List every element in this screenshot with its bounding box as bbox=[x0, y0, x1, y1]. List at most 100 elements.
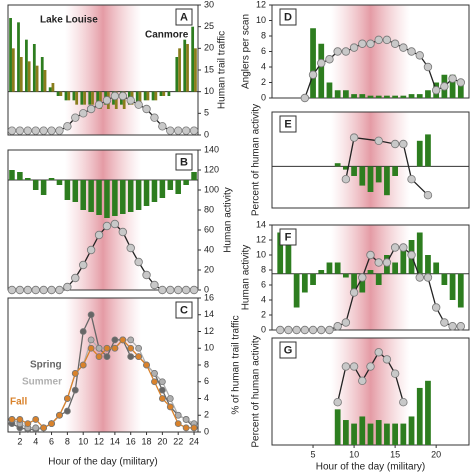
y-axis-label: Anglers per scan bbox=[241, 14, 252, 89]
point bbox=[415, 273, 424, 282]
x-tick-label: 20 bbox=[157, 436, 167, 446]
point bbox=[174, 285, 183, 295]
point bbox=[317, 58, 326, 68]
bar bbox=[186, 44, 189, 92]
bar bbox=[359, 273, 366, 293]
point bbox=[308, 325, 318, 335]
x-tick-label: 22 bbox=[173, 436, 183, 446]
bar bbox=[293, 273, 300, 308]
bar bbox=[143, 91, 147, 101]
point bbox=[39, 126, 48, 135]
y-tick-label: 6 bbox=[261, 279, 266, 289]
bar bbox=[59, 91, 63, 96]
bar bbox=[80, 180, 86, 210]
panel-letter-box bbox=[175, 8, 193, 26]
bar bbox=[159, 91, 163, 96]
bar bbox=[359, 166, 366, 186]
point bbox=[189, 285, 199, 295]
y-tick-label: 20 bbox=[204, 43, 214, 53]
bar bbox=[416, 387, 423, 445]
y-tick-label: 4 bbox=[261, 294, 266, 304]
bar bbox=[27, 61, 31, 92]
annotation: Canmore bbox=[145, 30, 189, 41]
bar bbox=[375, 273, 382, 285]
point bbox=[174, 420, 182, 428]
bar bbox=[178, 48, 181, 92]
bar bbox=[17, 172, 23, 180]
point bbox=[300, 325, 310, 335]
bar bbox=[99, 91, 102, 109]
y-tick-label: 0 bbox=[261, 92, 266, 102]
point bbox=[118, 91, 127, 101]
bar bbox=[400, 95, 407, 98]
point bbox=[24, 420, 32, 428]
bar bbox=[277, 232, 284, 274]
bar bbox=[351, 423, 357, 445]
plot-frame bbox=[271, 224, 470, 331]
y-tick-label: 30 bbox=[204, 0, 214, 9]
y-tick-label: 14 bbox=[204, 309, 214, 319]
point bbox=[333, 47, 342, 56]
bar bbox=[48, 87, 52, 92]
bar bbox=[392, 95, 398, 98]
point bbox=[390, 139, 400, 149]
bar bbox=[194, 48, 197, 92]
point bbox=[456, 78, 465, 87]
legend-label: Summer bbox=[22, 377, 62, 388]
point bbox=[166, 395, 174, 402]
point bbox=[382, 258, 392, 267]
x-tick-label: 2 bbox=[17, 436, 22, 446]
x-tick-label: 20 bbox=[431, 449, 441, 459]
bar bbox=[400, 247, 407, 274]
y-tick-label: 2 bbox=[261, 77, 266, 87]
bar bbox=[191, 172, 197, 180]
point bbox=[142, 104, 151, 114]
point bbox=[349, 43, 359, 52]
bar bbox=[25, 39, 28, 92]
point bbox=[103, 344, 111, 352]
point bbox=[166, 403, 174, 411]
point bbox=[358, 39, 367, 48]
panel-letter-box bbox=[279, 8, 297, 26]
panel-letter: C bbox=[180, 304, 188, 316]
plot-frame bbox=[7, 149, 199, 291]
y-axis-label: Human activity bbox=[223, 187, 234, 253]
bar bbox=[416, 140, 423, 167]
point bbox=[119, 336, 127, 344]
day-shading bbox=[65, 5, 141, 135]
legend-label: Fall bbox=[10, 397, 27, 408]
bar bbox=[334, 409, 341, 445]
y-tick-label: 2 bbox=[204, 410, 209, 420]
point bbox=[103, 353, 111, 361]
bar bbox=[375, 420, 382, 445]
point bbox=[111, 344, 119, 352]
legend-label: Spring bbox=[30, 360, 62, 371]
point bbox=[374, 348, 383, 357]
bar bbox=[96, 180, 102, 215]
point bbox=[158, 378, 166, 386]
bar bbox=[64, 91, 68, 101]
point bbox=[399, 398, 408, 407]
bar bbox=[151, 180, 158, 202]
y-tick-label: 15 bbox=[204, 64, 214, 74]
bar bbox=[351, 166, 357, 176]
day-shading bbox=[331, 112, 410, 208]
point bbox=[390, 243, 400, 252]
point bbox=[118, 227, 127, 237]
point bbox=[448, 322, 457, 331]
bar bbox=[425, 380, 431, 445]
day-shading bbox=[65, 150, 141, 290]
point bbox=[382, 35, 392, 45]
bar bbox=[318, 270, 325, 274]
point bbox=[440, 318, 449, 327]
point bbox=[56, 411, 63, 419]
y-tick-label: 0 bbox=[204, 129, 209, 139]
point bbox=[32, 416, 40, 423]
point bbox=[94, 100, 104, 109]
y-tick-label: 0 bbox=[204, 284, 209, 294]
x-tick-label: 6 bbox=[49, 436, 54, 446]
point bbox=[276, 325, 285, 335]
point bbox=[341, 174, 351, 184]
bar bbox=[88, 180, 94, 212]
